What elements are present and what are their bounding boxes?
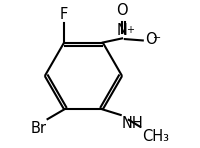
Text: −: − [153, 33, 161, 43]
Text: +: + [126, 25, 134, 35]
Text: F: F [60, 7, 68, 22]
Text: N: N [117, 23, 128, 38]
Text: O: O [146, 32, 157, 47]
Text: NH: NH [121, 116, 143, 131]
Text: CH₃: CH₃ [142, 129, 169, 144]
Text: O: O [116, 3, 128, 18]
Text: Br: Br [30, 120, 46, 136]
